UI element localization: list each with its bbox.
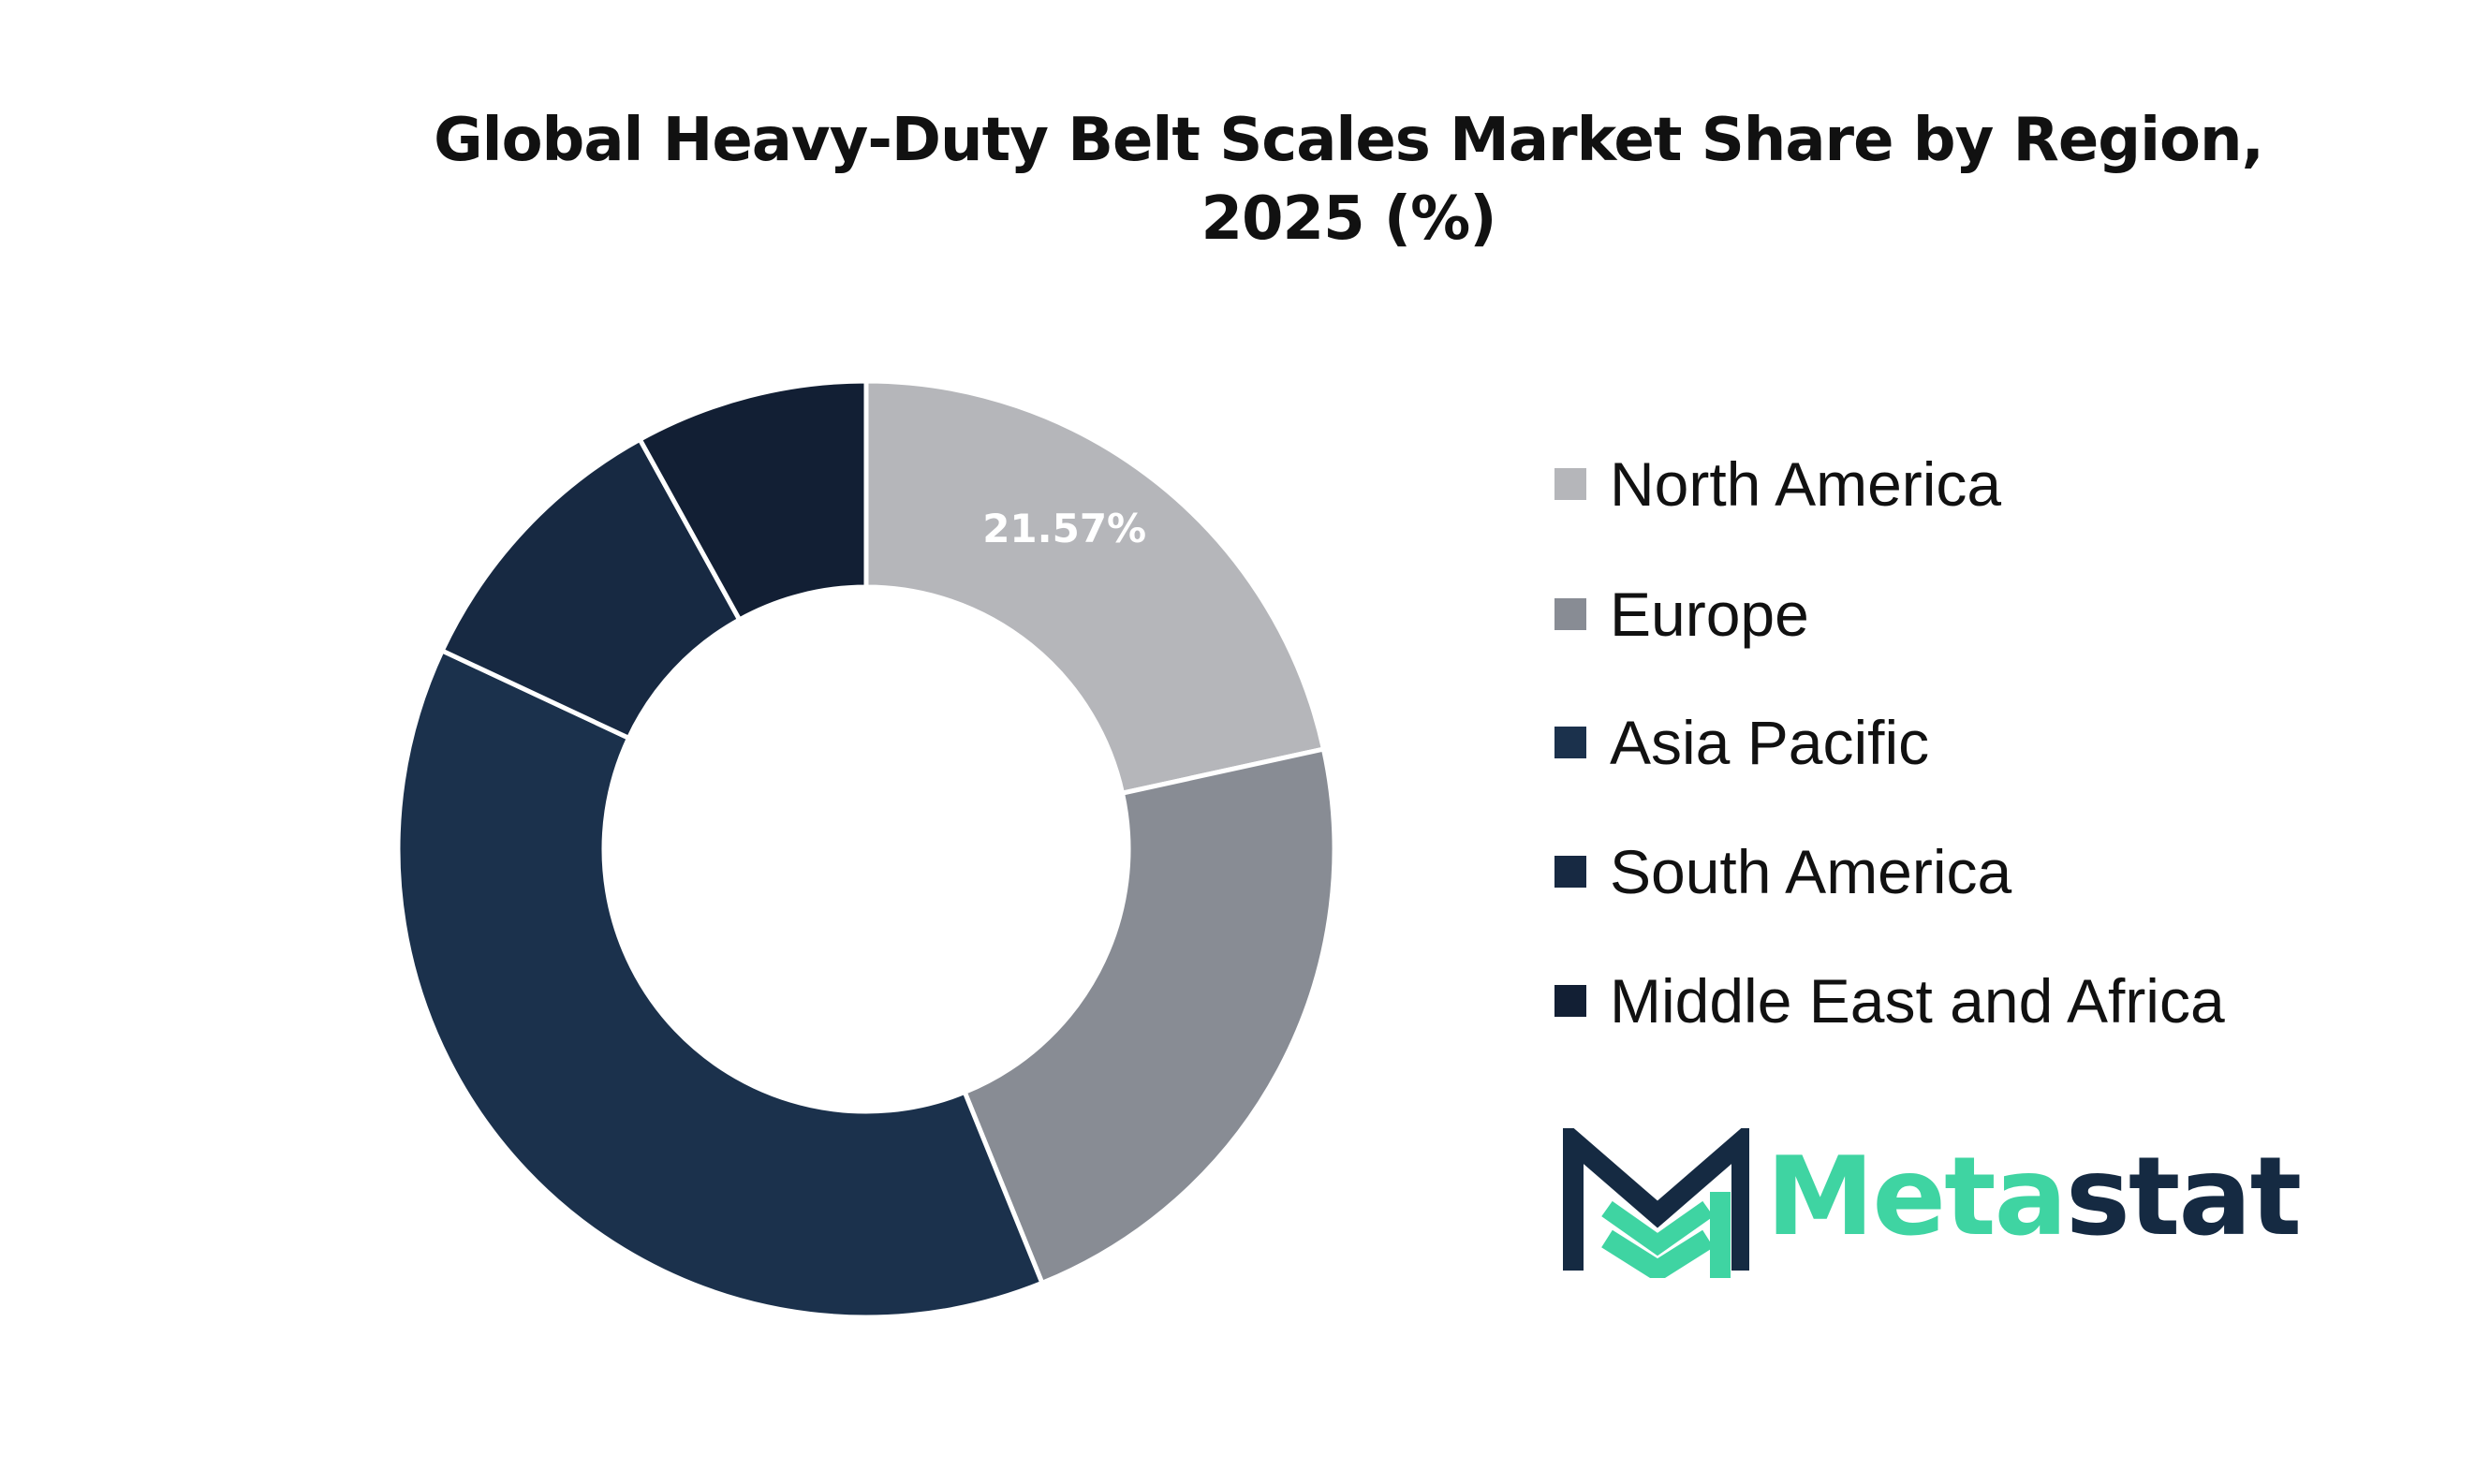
metastat-logo: Metastat: [1562, 1128, 2302, 1278]
chart-title: Global Heavy-Duty Belt Scales Market Sha…: [309, 101, 2388, 258]
legend-label-middle-east-and-africa: Middle East and Africa: [1610, 966, 2225, 1036]
logo-text-stat: stat: [2065, 1134, 2302, 1260]
chart-title-line-1: Global Heavy-Duty Belt Scales Market Sha…: [434, 106, 2264, 175]
slice-middle-east-and-africa[interactable]: [636, 378, 869, 624]
legend-label-asia-pacific: Asia Pacific: [1610, 708, 1930, 777]
legend-swatch-europe: [1554, 598, 1586, 630]
chart-title-line-2: 2025 (%): [1201, 184, 1496, 254]
metastat-logo-icon: [1563, 1128, 1749, 1278]
data-label-north-america: 21.57%: [982, 506, 1146, 551]
slice-asia-pacific[interactable]: [395, 647, 1046, 1320]
legend-label-south-america: South America: [1610, 837, 2012, 906]
slice-north-america[interactable]: [863, 378, 1327, 797]
slice-europe[interactable]: [961, 746, 1337, 1286]
donut-chart: 21.57%: [395, 378, 1337, 1320]
metastat-logo-text: Metastat: [1766, 1132, 2302, 1263]
legend-swatch-asia-pacific: [1554, 727, 1586, 758]
logo-text-meta: Meta: [1766, 1134, 2068, 1260]
legend-label-north-america: North America: [1610, 449, 2002, 519]
legend-swatch-south-america: [1554, 856, 1586, 888]
legend-swatch-north-america: [1554, 468, 1586, 500]
donut-slices: [395, 378, 1337, 1320]
legend-swatch-middle-east-and-africa: [1554, 985, 1586, 1017]
legend-label-europe: Europe: [1610, 580, 1809, 649]
donut-data-labels: 21.57%: [982, 506, 1146, 551]
